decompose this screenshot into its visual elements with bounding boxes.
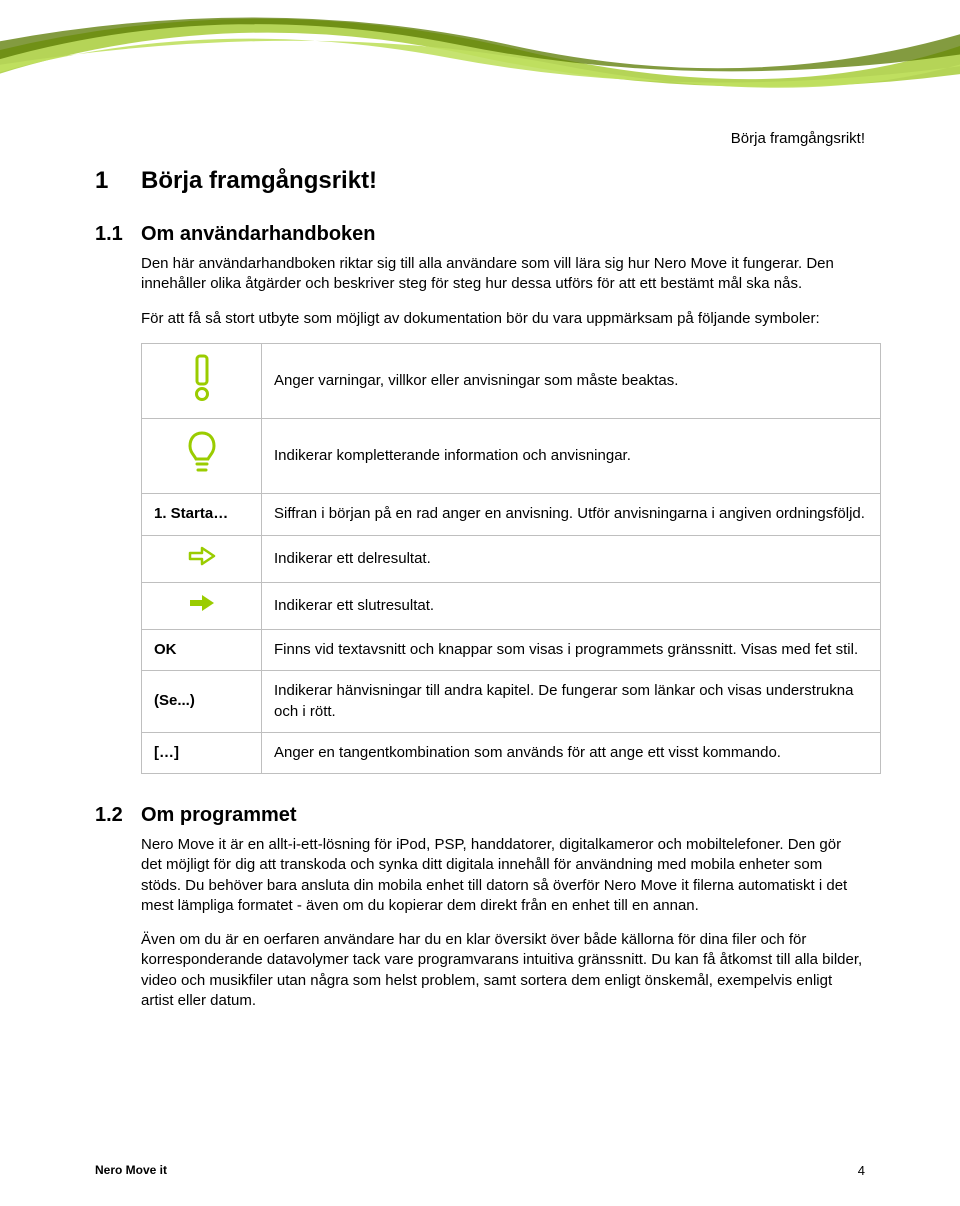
symbol-description: Indikerar kompletterande information och… <box>262 419 881 494</box>
page-footer: Nero Move it 4 <box>95 1163 865 1178</box>
symbol-description: Anger en tangentkombination som används … <box>262 732 881 773</box>
paragraph: För att få så stort utbyte som möjligt a… <box>141 309 865 329</box>
paragraph: Även om du är en oerfaren användare har … <box>141 930 865 1011</box>
symbol-description: Siffran i början på en rad anger en anvi… <box>262 494 881 535</box>
symbol-label: (Se...) <box>142 671 262 733</box>
table-row: Indikerar kompletterande information och… <box>142 419 881 494</box>
paragraph: Nero Move it är en allt-i-ett-lösning fö… <box>141 835 865 916</box>
symbol-legend-table: Anger varningar, villkor eller anvisning… <box>141 343 881 774</box>
symbol-label: 1. Starta… <box>142 494 262 535</box>
h2-title: Om användarhandboken <box>141 223 376 246</box>
lightbulb-icon <box>142 419 262 494</box>
table-row: Anger varningar, villkor eller anvisning… <box>142 343 881 418</box>
symbol-description: Indikerar hänvisningar till andra kapite… <box>262 671 881 733</box>
h1-title: Börja framgångsrikt! <box>141 167 377 195</box>
paragraph: Den här användarhandboken riktar sig til… <box>141 254 865 295</box>
arrow-outline-icon <box>142 535 262 582</box>
footer-product: Nero Move it <box>95 1163 167 1178</box>
footer-page-number: 4 <box>858 1163 865 1178</box>
page-content: Börja framgångsrikt! 1 Börja framgångsri… <box>0 130 960 1025</box>
table-row: OKFinns vid textavsnitt och knappar som … <box>142 630 881 671</box>
header-swoosh <box>0 0 960 120</box>
h1-number: 1 <box>95 167 141 195</box>
h2-number: 1.1 <box>95 223 141 246</box>
section-1-2-body: Nero Move it är en allt-i-ett-lösning fö… <box>141 835 865 1011</box>
table-row: Indikerar ett delresultat. <box>142 535 881 582</box>
h2-title: Om programmet <box>141 804 297 827</box>
symbol-description: Indikerar ett delresultat. <box>262 535 881 582</box>
symbol-description: Indikerar ett slutresultat. <box>262 582 881 629</box>
symbol-description: Anger varningar, villkor eller anvisning… <box>262 343 881 418</box>
table-row: 1. Starta…Siffran i början på en rad ang… <box>142 494 881 535</box>
table-row: (Se...)Indikerar hänvisningar till andra… <box>142 671 881 733</box>
h2-number: 1.2 <box>95 804 141 827</box>
symbol-label: OK <box>142 630 262 671</box>
heading-1: 1 Börja framgångsrikt! <box>95 167 865 195</box>
section-1-1-body: Den här användarhandboken riktar sig til… <box>141 254 865 329</box>
symbol-label: […] <box>142 732 262 773</box>
table-row: […]Anger en tangentkombination som använ… <box>142 732 881 773</box>
symbol-description: Finns vid textavsnitt och knappar som vi… <box>262 630 881 671</box>
warning-icon <box>142 343 262 418</box>
running-header: Börja framgångsrikt! <box>95 130 865 147</box>
arrow-solid-icon <box>142 582 262 629</box>
heading-1-2: 1.2 Om programmet <box>95 804 865 827</box>
table-row: Indikerar ett slutresultat. <box>142 582 881 629</box>
heading-1-1: 1.1 Om användarhandboken <box>95 223 865 246</box>
